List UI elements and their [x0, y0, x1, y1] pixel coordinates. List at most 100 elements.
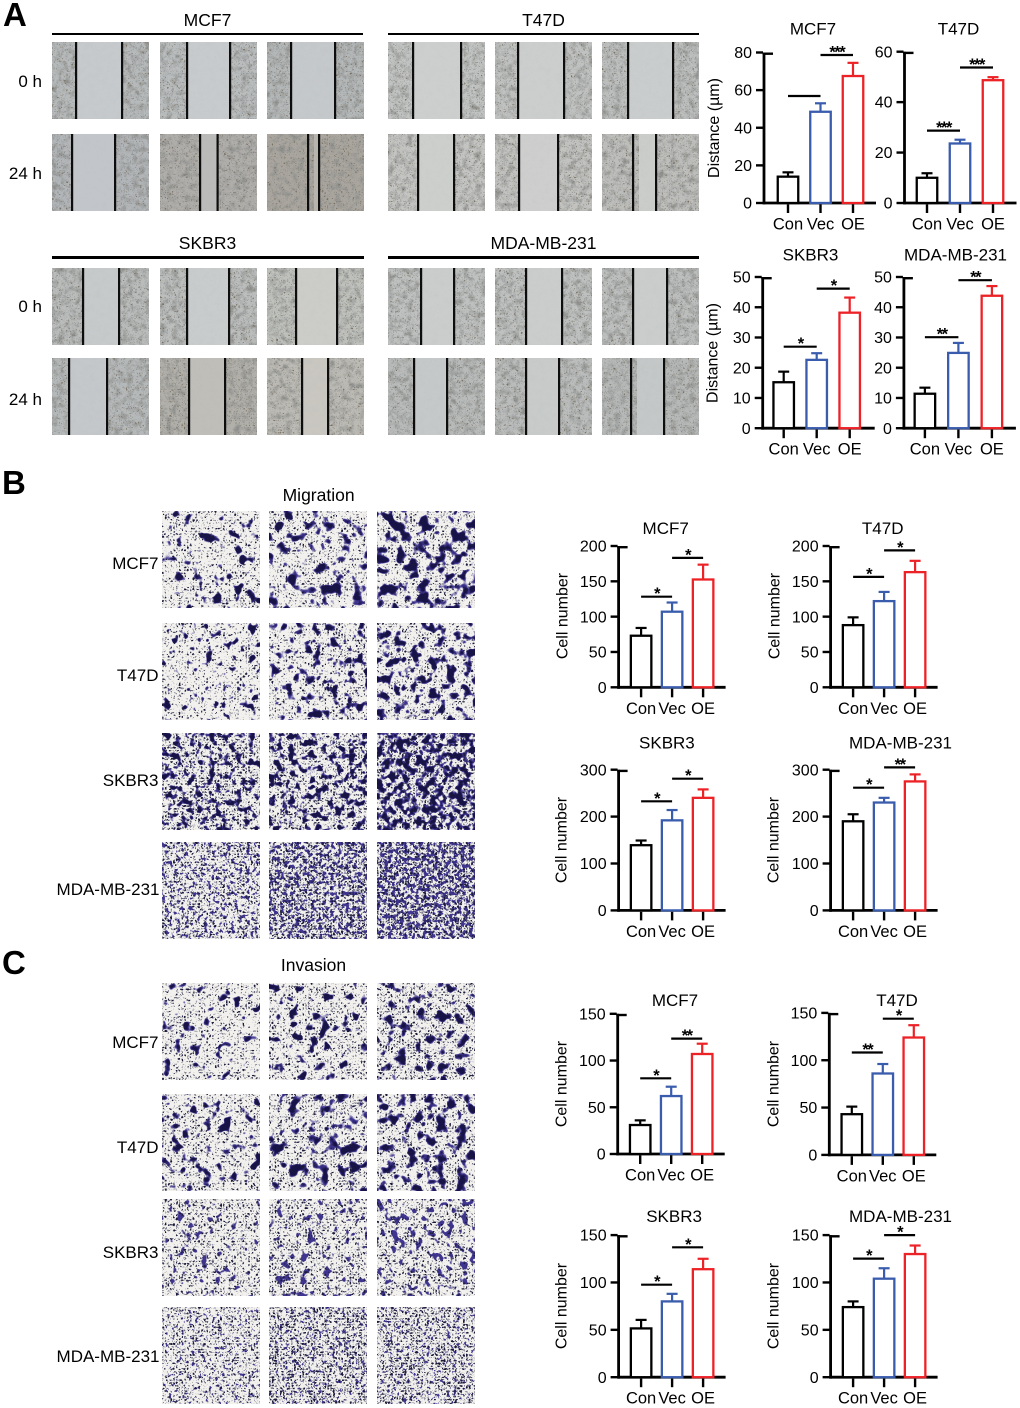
svg-text:SKBR3: SKBR3: [639, 734, 695, 753]
svg-text:Con: Con: [769, 441, 799, 459]
svg-text:200: 200: [792, 539, 819, 556]
svg-text:300: 300: [792, 762, 819, 779]
svg-text:***: ***: [829, 44, 846, 62]
svg-text:100: 100: [792, 609, 819, 626]
svg-text:Con: Con: [626, 923, 656, 941]
svg-text:0: 0: [598, 1370, 607, 1387]
svg-text:Cell number: Cell number: [554, 1262, 571, 1349]
svg-text:40: 40: [875, 95, 893, 112]
svg-text:**: **: [895, 756, 907, 774]
svg-text:MCF7: MCF7: [643, 519, 689, 538]
svg-text:30: 30: [733, 330, 751, 347]
svg-text:10: 10: [874, 391, 892, 408]
svg-text:Vec: Vec: [870, 923, 898, 941]
svg-text:60: 60: [734, 83, 752, 100]
svg-text:*: *: [866, 776, 873, 794]
svg-text:0: 0: [808, 1148, 817, 1165]
svg-text:MDA-MB-231: MDA-MB-231: [849, 734, 952, 753]
svg-text:OE: OE: [981, 216, 1005, 234]
svg-text:150: 150: [580, 574, 607, 591]
svg-text:50: 50: [801, 1322, 819, 1339]
svg-text:**: **: [862, 1041, 874, 1059]
svg-text:150: 150: [579, 1006, 606, 1023]
svg-text:20: 20: [874, 360, 892, 377]
svg-text:20: 20: [733, 360, 751, 377]
svg-text:Vec: Vec: [658, 700, 686, 718]
svg-text:100: 100: [791, 1053, 818, 1070]
svg-text:20: 20: [875, 145, 893, 162]
svg-text:Con: Con: [912, 216, 942, 234]
svg-text:T47D: T47D: [862, 519, 904, 538]
svg-text:*: *: [897, 539, 904, 557]
svg-text:OE: OE: [903, 1390, 927, 1408]
svg-text:Con: Con: [838, 1390, 868, 1408]
svg-text:Cell number: Cell number: [555, 572, 572, 659]
svg-text:Con: Con: [838, 700, 868, 718]
svg-text:*: *: [866, 1247, 873, 1265]
svg-text:200: 200: [580, 539, 607, 556]
svg-text:Con: Con: [838, 923, 868, 941]
svg-text:50: 50: [733, 270, 751, 287]
svg-text:0: 0: [598, 903, 607, 920]
svg-text:100: 100: [580, 1275, 607, 1292]
svg-text:30: 30: [874, 330, 892, 347]
svg-text:Vec: Vec: [945, 441, 973, 459]
svg-text:100: 100: [792, 1275, 819, 1292]
svg-text:T47D: T47D: [938, 20, 980, 39]
svg-text:50: 50: [589, 1322, 607, 1339]
svg-text:0: 0: [597, 1147, 606, 1164]
svg-text:OE: OE: [903, 700, 927, 718]
svg-text:Vec: Vec: [657, 1167, 685, 1185]
svg-text:Vec: Vec: [870, 1390, 898, 1408]
svg-text:*: *: [831, 277, 838, 295]
svg-text:MDA-MB-231: MDA-MB-231: [904, 246, 1007, 265]
svg-text:50: 50: [874, 270, 892, 287]
svg-text:200: 200: [792, 809, 819, 826]
svg-text:Con: Con: [625, 1167, 655, 1185]
svg-text:OE: OE: [838, 441, 862, 459]
svg-text:100: 100: [579, 1053, 606, 1070]
svg-text:150: 150: [792, 1228, 819, 1245]
svg-text:Cell number: Cell number: [767, 572, 784, 659]
svg-text:Vec: Vec: [803, 441, 831, 459]
svg-text:40: 40: [874, 300, 892, 317]
svg-text:Cell number: Cell number: [766, 796, 783, 883]
svg-text:100: 100: [792, 856, 819, 873]
svg-text:0: 0: [743, 196, 752, 213]
svg-text:Con: Con: [626, 1390, 656, 1408]
svg-text:0: 0: [810, 1370, 819, 1387]
svg-text:Vec: Vec: [658, 1390, 686, 1408]
svg-text:*: *: [685, 546, 692, 564]
svg-text:50: 50: [588, 1100, 606, 1117]
svg-text:*: *: [653, 1067, 660, 1085]
svg-text:150: 150: [791, 1006, 818, 1023]
svg-text:SKBR3: SKBR3: [646, 1207, 702, 1226]
svg-text:150: 150: [580, 1228, 607, 1245]
svg-text:Cell number: Cell number: [554, 796, 571, 883]
svg-text:Cell number: Cell number: [766, 1262, 783, 1349]
svg-text:0: 0: [884, 196, 893, 213]
svg-text:**: **: [970, 269, 982, 287]
svg-text:OE: OE: [841, 216, 865, 234]
svg-text:T47D: T47D: [876, 991, 918, 1010]
svg-text:MCF7: MCF7: [652, 991, 698, 1010]
svg-text:100: 100: [580, 609, 607, 626]
svg-text:*: *: [685, 1236, 692, 1254]
svg-text:0: 0: [810, 680, 819, 697]
svg-text:**: **: [682, 1027, 694, 1045]
svg-text:Vec: Vec: [946, 216, 974, 234]
svg-text:*: *: [654, 1273, 661, 1291]
svg-text:Con: Con: [626, 700, 656, 718]
svg-text:50: 50: [589, 645, 607, 662]
svg-text:OE: OE: [690, 1167, 714, 1185]
svg-text:OE: OE: [903, 923, 927, 941]
svg-text:*: *: [897, 1224, 904, 1242]
svg-text:*: *: [685, 767, 692, 785]
svg-text:*: *: [866, 565, 873, 583]
svg-text:MCF7: MCF7: [790, 20, 836, 39]
svg-text:Vec: Vec: [869, 1167, 897, 1185]
svg-text:20: 20: [734, 158, 752, 175]
svg-text:*: *: [798, 335, 805, 353]
svg-text:Cell number: Cell number: [554, 1040, 571, 1127]
svg-text:Vec: Vec: [658, 923, 686, 941]
